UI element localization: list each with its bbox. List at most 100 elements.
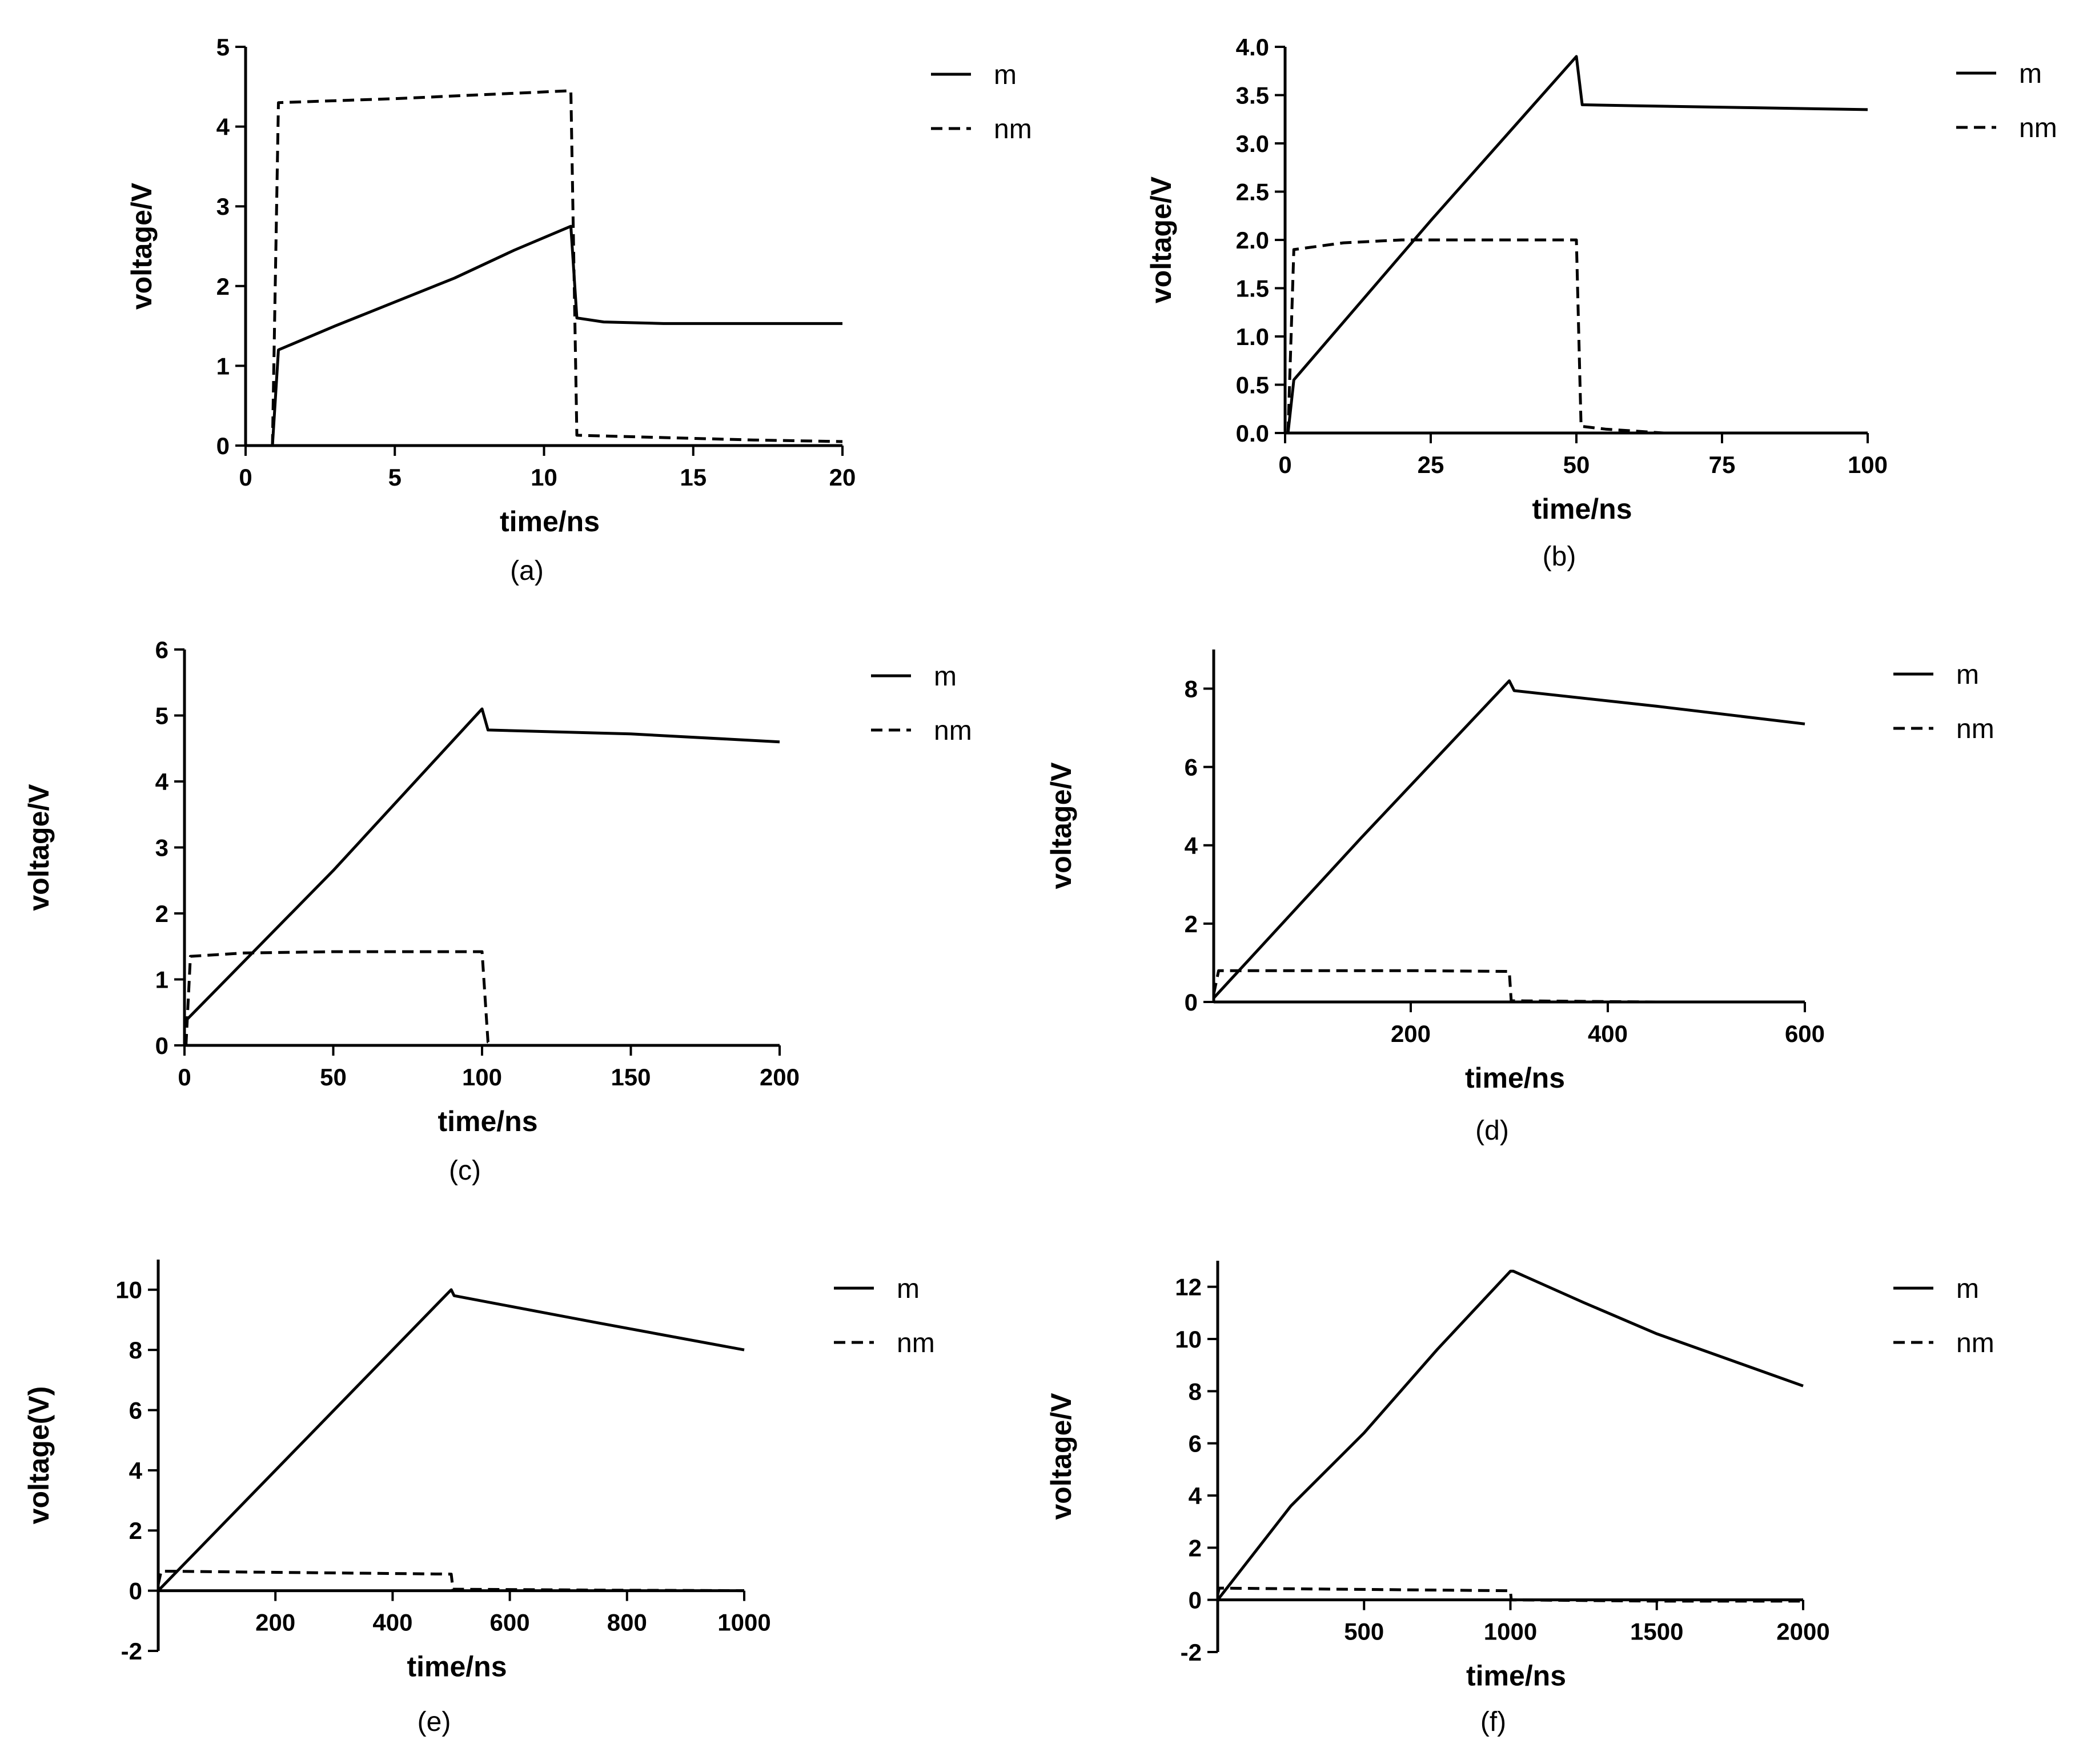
x-tick-label: 600 [490, 1609, 530, 1636]
y-tick-label: 3.0 [1236, 130, 1269, 157]
legend-label-m: m [934, 662, 957, 692]
panel-caption: (f) [1480, 1707, 1506, 1737]
x-axis-label: time/ns [1465, 1062, 1565, 1094]
x-tick-label: 50 [320, 1064, 347, 1091]
y-tick-label: 0 [1185, 989, 1198, 1016]
x-tick-label: 200 [255, 1609, 295, 1636]
legend-label-m: m [897, 1274, 920, 1304]
x-tick-label: 5 [388, 464, 402, 491]
legend-label-nm: nm [994, 114, 1032, 145]
chart-panel-a: 0 1 2 3 4 5 0 5 10 15 20 time/ns voltage/V m nm (a) [126, 34, 1032, 586]
y-tick-label: 6 [1189, 1430, 1202, 1457]
series-line-m [1213, 679, 1805, 999]
y-axis-label: voltage/V [126, 182, 158, 310]
x-tick-label: 50 [1563, 451, 1590, 478]
y-tick-label: 1.5 [1236, 275, 1269, 302]
series-line-nm [1286, 238, 1664, 435]
y-tick-label: 1 [216, 352, 230, 379]
series-line-m [157, 1288, 745, 1592]
y-tick-label: 8 [1189, 1378, 1202, 1405]
y-tick-label: 1.0 [1236, 323, 1269, 350]
x-axis-label: time/ns [407, 1651, 507, 1683]
y-tick-label: 6 [1185, 754, 1198, 781]
series-line-m [1286, 55, 1868, 434]
y-tick-label: 3 [155, 835, 168, 861]
x-tick-label: 1000 [717, 1609, 770, 1636]
series-line-m [183, 707, 780, 1027]
y-tick-label: 3.5 [1236, 82, 1269, 109]
chart-panel-f: -2 0 2 4 6 8 10 12 500 1000 1500 2000 time/ns voltage… [1045, 1261, 1994, 1737]
series-line-nm [156, 1569, 745, 1593]
legend-label-nm: nm [897, 1328, 935, 1358]
y-tick-label: 5 [216, 34, 230, 61]
x-tick-label: 200 [1391, 1020, 1431, 1047]
y-tick-label: 6 [155, 636, 168, 663]
y-tick-label: 0 [1189, 1587, 1202, 1614]
y-tick-label: 12 [1175, 1274, 1202, 1301]
y-axis-label: voltage/V [1145, 176, 1177, 303]
legend-label-m: m [994, 60, 1017, 90]
y-tick-label: 4 [155, 768, 169, 795]
legend-label-nm: nm [934, 716, 972, 746]
chart-panel-e: -2 0 2 4 6 8 10 200 400 600 800 1000 time/ns voltage(… [23, 1260, 935, 1737]
legend-label-m: m [1956, 1274, 1979, 1304]
series-line-nm [1216, 1586, 1803, 1603]
y-tick-label: 2.0 [1236, 227, 1269, 254]
x-axis-label: time/ns [1532, 493, 1632, 525]
chart-panel-b: 0.0 0.5 1.0 1.5 2.0 2.5 3.0 3.5 4.0 0 25 50 75 100 tim… [1145, 34, 2057, 572]
x-tick-label: 800 [607, 1609, 647, 1636]
x-tick-label: 2000 [1776, 1618, 1829, 1645]
legend-label-nm: nm [1956, 1328, 1994, 1358]
series-line-nm [271, 89, 843, 446]
y-tick-label: 6 [129, 1397, 142, 1424]
x-tick-label: 1000 [1484, 1618, 1537, 1645]
y-tick-label: 0 [216, 432, 230, 459]
x-tick-label: 0 [1278, 451, 1291, 478]
chart-panel-c: 0 1 2 3 4 5 6 0 50 100 150 200 time/ns voltage/V m nm (c… [23, 636, 972, 1186]
y-tick-label: 4 [1189, 1482, 1202, 1509]
legend-label-m: m [1956, 660, 1979, 690]
series-line-nm [184, 950, 495, 1047]
panel-caption: (b) [1543, 542, 1576, 572]
x-tick-label: 0 [239, 464, 252, 491]
series-line-m [1217, 1269, 1804, 1601]
x-tick-label: 1500 [1630, 1618, 1683, 1645]
x-axis-label: time/ns [438, 1105, 537, 1137]
y-tick-label: 1 [155, 967, 168, 993]
y-tick-label: 4 [1185, 832, 1198, 859]
y-tick-label: 2 [129, 1517, 142, 1544]
legend-label-m: m [2019, 59, 2042, 89]
x-tick-label: 100 [462, 1064, 502, 1091]
x-tick-label: 0 [178, 1064, 191, 1091]
y-tick-label: 0.0 [1236, 420, 1269, 447]
legend-label-nm: nm [1956, 714, 1994, 744]
x-axis-label: time/ns [1466, 1660, 1566, 1692]
y-tick-label: 2 [1185, 911, 1198, 937]
x-tick-label: 25 [1418, 451, 1444, 478]
x-tick-label: 500 [1344, 1618, 1384, 1645]
y-tick-label: 0 [129, 1578, 142, 1605]
x-axis-label: time/ns [500, 506, 600, 538]
y-tick-label: 2 [1189, 1534, 1202, 1561]
panel-caption: (c) [449, 1156, 481, 1186]
y-tick-label: 4 [129, 1457, 143, 1484]
series-line-nm [1212, 969, 1805, 1004]
x-tick-label: 600 [1785, 1020, 1825, 1047]
y-tick-label: 8 [129, 1337, 142, 1364]
series-line-m [271, 224, 842, 446]
y-tick-label: 0.5 [1236, 372, 1269, 399]
y-tick-label: 2 [155, 900, 168, 927]
y-tick-label: 2.5 [1236, 179, 1269, 206]
x-tick-label: 150 [611, 1064, 651, 1091]
y-tick-label: 3 [216, 193, 230, 220]
panel-caption: (a) [510, 556, 544, 586]
y-tick-label: 4 [216, 114, 230, 141]
x-tick-label: 20 [829, 464, 856, 491]
x-tick-label: 15 [680, 464, 707, 491]
panel-caption: (e) [418, 1707, 451, 1737]
panel-caption: (d) [1475, 1116, 1509, 1146]
y-tick-label: -2 [1181, 1639, 1202, 1666]
y-axis-label: voltage/V [1045, 762, 1077, 889]
x-tick-label: 400 [372, 1609, 412, 1636]
